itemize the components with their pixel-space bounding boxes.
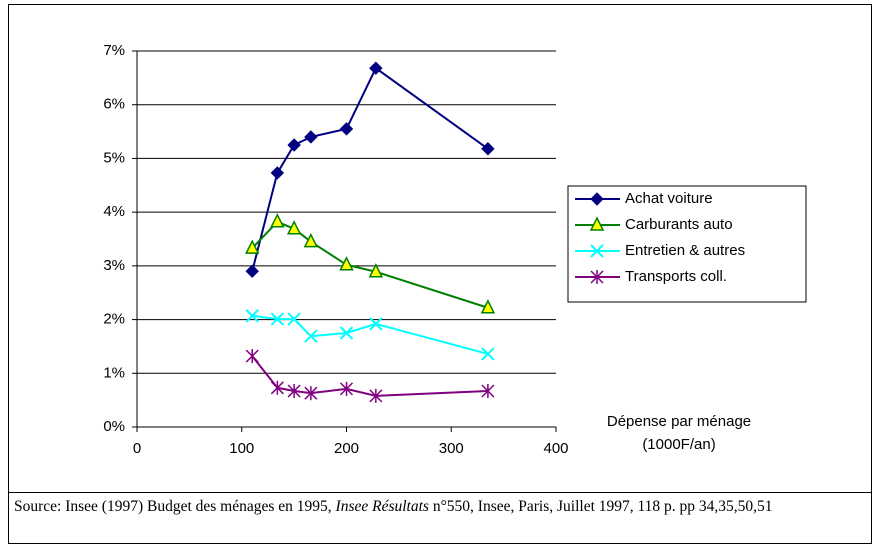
separator [8,492,872,493]
legend-box [567,185,807,303]
legend-label: Carburants auto [625,216,733,233]
marker-shape [304,329,318,343]
marker [590,192,604,206]
marker-shape [286,220,302,235]
marker-shape [369,61,383,75]
marker [245,309,259,323]
y-tick-label: 3% [103,257,125,274]
marker-shape [304,130,318,144]
marker [369,61,383,75]
marker [339,326,354,340]
marker-shape [245,239,260,254]
marker [590,244,604,258]
marker [270,213,285,228]
marker [480,299,496,314]
marker [481,347,495,361]
x-axis-label: Dépense par ménage [607,413,751,430]
marker [270,312,285,326]
y-tick-label: 2% [103,311,125,328]
x-tick-label: 300 [439,440,464,457]
y-tick-label: 6% [103,96,125,113]
marker [287,138,301,152]
y-tick-label: 7% [103,42,125,59]
series-line [251,66,489,272]
marker-shape [287,138,301,152]
marker-shape [303,233,319,248]
marker-shape [589,216,605,231]
legend-label: Transports coll. [625,268,727,285]
marker-shape [270,312,285,326]
y-tick-label: 5% [103,149,125,166]
series-line [251,220,489,309]
marker-shape [480,299,496,314]
marker-shape [270,166,285,180]
marker [270,380,284,395]
marker [304,130,318,144]
chart: 0% 1% 2% 3% 4% 5% 6% 7% 0 100 200 300 400 Dépense par… [103,42,807,457]
marker-shape [339,326,354,340]
marker-shape [287,312,301,326]
x-tick-label: 100 [229,440,254,457]
y-tick-label: 4% [103,203,125,220]
source-text: n°550, Insee, Paris, Juillet 1997, 118 p… [428,498,773,515]
marker-shape [339,122,354,136]
marker [304,386,318,401]
marker [245,264,259,278]
marker [369,317,383,331]
marker [481,384,495,399]
marker [286,220,302,235]
marker-shape [590,192,604,206]
marker [270,166,285,180]
marker [339,256,354,271]
y-tick-label: 0% [103,418,125,435]
marker-shape [481,347,495,361]
marker-shape [245,309,259,323]
marker [339,122,354,136]
marker [245,239,260,254]
x-tick-label: 400 [543,440,568,457]
marker-shape [270,213,285,228]
marker [369,388,383,403]
source-text: Source: Insee (1997) Budget des ménages … [14,498,336,515]
legend-label: Entretien & autres [625,242,745,259]
marker [303,233,319,248]
x-axis-label: (1000F/an) [642,436,715,453]
x-tick-label: 200 [334,440,359,457]
marker-shape [590,244,604,258]
marker [245,349,259,364]
marker-shape [481,142,495,156]
marker [304,329,318,343]
marker [589,216,605,231]
source-italic: Insee Résultats [335,498,429,515]
source: Source: Insee (1997) Budget des ménages … [14,496,869,517]
marker [590,270,604,284]
marker [481,142,495,156]
legend-label: Achat voiture [625,190,713,207]
marker-shape [369,317,383,331]
marker [287,384,301,399]
marker [287,312,301,326]
series-line [252,314,489,355]
marker-shape [339,256,354,271]
x-tick-label: 0 [133,440,141,457]
y-tick-label: 1% [103,364,125,381]
marker [368,263,384,278]
marker-shape [368,263,384,278]
marker [339,381,354,396]
marker-shape [245,264,259,278]
